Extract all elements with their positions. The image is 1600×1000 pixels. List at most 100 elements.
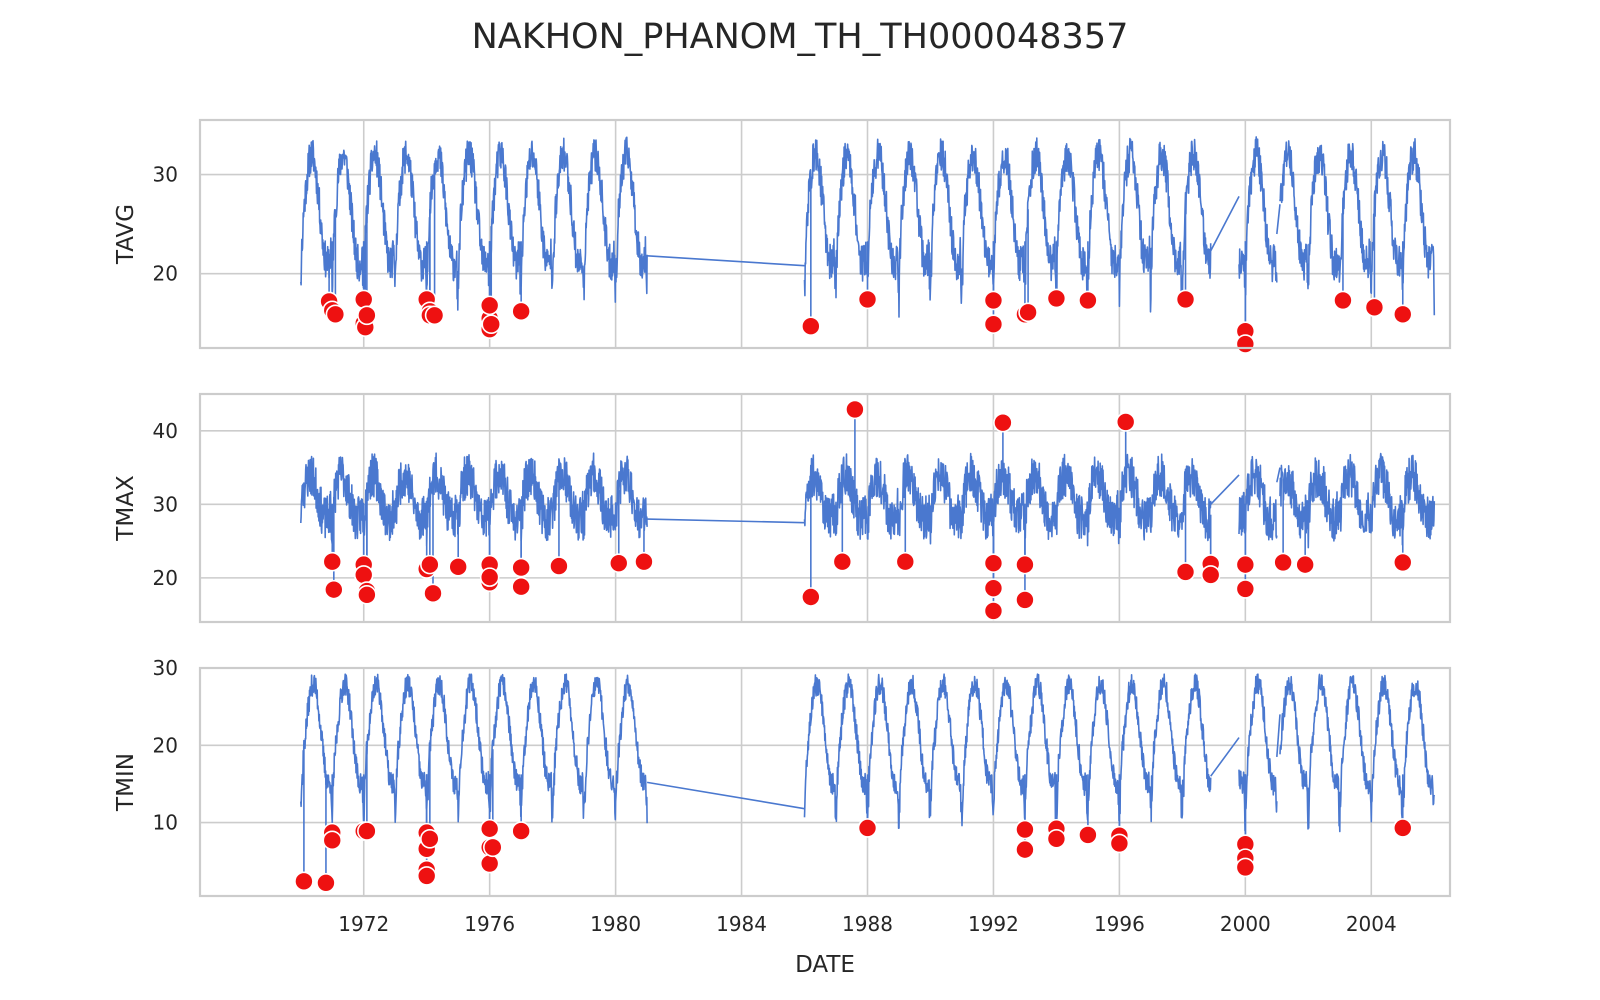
tmax-outlier-point (479, 567, 500, 587)
panel-tmin-outliers (294, 818, 1413, 893)
tmax-outlier-point (1235, 554, 1256, 575)
tmax-outlier-point (357, 584, 377, 605)
x-tick-label: 1988 (842, 912, 893, 936)
tmax-outlier-point (845, 399, 865, 420)
tmax-outlier-point (1392, 552, 1413, 573)
tmin-outlier-point (1109, 833, 1130, 854)
tavg-outlier-point (1078, 290, 1098, 311)
x-tick-label: 2000 (1220, 912, 1271, 936)
tmax-outlier-point (1235, 579, 1256, 599)
tmax-outlier-point (420, 554, 440, 575)
tmax-gap-line (1276, 467, 1281, 483)
tavg-outlier-point (1392, 304, 1413, 325)
tmin-y-tick-label: 30 (153, 656, 178, 680)
tmax-series-line (803, 452, 1212, 547)
tmax-outlier-point (983, 578, 1004, 598)
tmin-outlier-point (1078, 825, 1098, 845)
tavg-outlier-point (479, 295, 500, 316)
tmax-outlier-point (993, 412, 1013, 433)
tavg-gap-line (647, 255, 805, 267)
x-tick-label: 1976 (464, 912, 515, 936)
tavg-outlier-point (481, 314, 502, 335)
tmin-outlier-point (483, 837, 503, 858)
x-tick-label: 1980 (590, 912, 641, 936)
tmin-y-tick-label: 10 (153, 811, 178, 835)
panel-tmin-yticks: 10 20 30 (153, 656, 178, 835)
tmax-gap-line (1210, 474, 1240, 505)
panel-tavg-grid (200, 120, 1450, 348)
tavg-outlier-point (424, 305, 445, 326)
tavg-outlier-point (325, 304, 346, 325)
tmax-outlier-point (1115, 412, 1136, 432)
tmax-outlier-point (511, 576, 531, 597)
x-tick-label: 1992 (968, 912, 1019, 936)
panel-tavg-outliers (319, 288, 1413, 354)
tmin-gap-line (1276, 714, 1281, 757)
tmin-outlier-point (511, 821, 531, 841)
tmax-outlier-point (832, 551, 853, 572)
tavg-series-line (1279, 138, 1436, 316)
chart-title: NAKHON_PHANOM_TH_TH000048357 (472, 17, 1129, 57)
panel-tmax-yticks: 20 30 40 (153, 419, 178, 590)
tmin-outlier-point (1015, 839, 1035, 860)
tmin-gap-line (646, 781, 805, 810)
tavg-series-line (803, 137, 1212, 318)
tmax-outlier-point (549, 556, 569, 576)
tmin-gap-line (1210, 737, 1240, 777)
tmin-outlier-point (420, 829, 440, 849)
tmin-outlier-point (322, 830, 343, 851)
tavg-outlier-point (1333, 290, 1353, 311)
tmin-y-tick-label: 20 (153, 733, 178, 757)
tmax-series-line (1279, 452, 1436, 549)
tmax-outlier-point (983, 553, 1004, 573)
tmin-outlier-point (479, 853, 500, 874)
tavg-outlier-point (511, 301, 531, 322)
tavg-outlier-point (1175, 289, 1196, 310)
x-tick-label: 1984 (716, 912, 767, 936)
tavg-outlier-point (357, 305, 377, 326)
tmin-outlier-point (479, 818, 500, 839)
tmax-outlier-point (608, 553, 629, 573)
tavg-outlier-point (983, 314, 1004, 335)
tavg-series-line (300, 136, 648, 311)
tmax-outlier-point (353, 565, 374, 585)
tmin-series-line (300, 673, 648, 826)
tavg-outlier-point (801, 316, 821, 336)
x-tick-labels: 1972 1976 1980 1984 1988 1992 1996 2000 2004 (338, 912, 1396, 936)
tavg-outlier-point (1235, 334, 1256, 354)
tavg-y-tick-label: 20 (153, 262, 178, 286)
tmax-outlier-point (1015, 590, 1035, 610)
x-tick-label: 1996 (1094, 912, 1145, 936)
tmax-outlier-point (423, 583, 443, 604)
panel-tmin-frame (198, 666, 1452, 898)
tmax-outlier-point (511, 557, 531, 578)
tmax-y-tick-label: 20 (153, 566, 178, 590)
tmax-y-tick-label: 40 (153, 419, 178, 443)
tmax-outlier-point (322, 551, 343, 572)
tmin-outlier-point (857, 818, 878, 838)
tavg-outlier-point (353, 289, 374, 310)
tmax-outlier-point (983, 601, 1004, 621)
tmax-y-tick-label: 30 (153, 492, 178, 516)
panel-tmax-outliers (322, 399, 1413, 621)
tmin-outlier-point (1235, 857, 1256, 878)
tmax-series-line (300, 452, 648, 547)
tmin-outlier-point (357, 821, 377, 841)
tmin-series-line (803, 673, 1212, 837)
panel-tavg-frame (198, 118, 1452, 350)
tavg-gap-line (1209, 195, 1240, 252)
tmin-outlier-point (294, 871, 314, 892)
panel-tmin: 10 20 30 TMIN (113, 656, 1452, 898)
tmin-outlier-point (316, 873, 336, 893)
tavg-y-tick-label: 30 (153, 163, 178, 187)
panel-tmin-ylabel: TMIN (113, 753, 139, 812)
tmax-outlier-point (1175, 562, 1196, 582)
tmax-outlier-point (1295, 554, 1315, 575)
tmin-outlier-point (1015, 819, 1035, 840)
panel-tmax-ylabel: TMAX (113, 475, 139, 542)
tavg-outlier-point (1046, 288, 1067, 309)
tavg-outlier-point (983, 290, 1004, 311)
tavg-outlier-point (857, 289, 878, 310)
